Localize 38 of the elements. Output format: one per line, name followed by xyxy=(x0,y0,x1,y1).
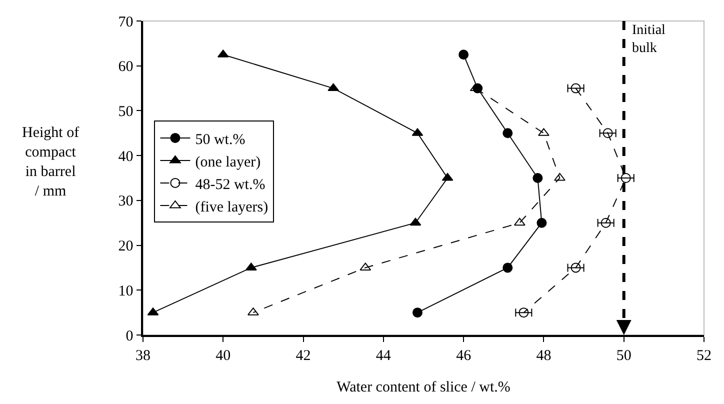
x-tick-label: 46 xyxy=(456,348,472,364)
y-axis-title: Height of compact in barrel / mm xyxy=(22,125,80,200)
x-tick-label: 50 xyxy=(616,348,632,364)
point xyxy=(602,128,613,138)
point xyxy=(502,128,513,138)
legend-label: (one layer) xyxy=(195,154,261,170)
legend-label: 48-52 wt.% xyxy=(195,176,266,193)
y-tick-label: 50 xyxy=(118,104,134,120)
y-tick-label: 20 xyxy=(118,238,134,255)
point xyxy=(532,173,543,183)
point xyxy=(620,173,631,183)
x-axis-title: Water content of slice / wt.% xyxy=(336,379,510,396)
x-tick-label: 48 xyxy=(536,348,552,364)
point xyxy=(412,308,422,318)
point xyxy=(570,262,581,273)
x-tick-label: 44 xyxy=(376,348,392,364)
point xyxy=(536,218,547,228)
point xyxy=(600,218,611,228)
x-tick-label: 40 xyxy=(216,348,231,364)
point xyxy=(458,50,469,60)
y-tick-label: 70 xyxy=(118,14,134,30)
point xyxy=(328,83,340,92)
y-tick-label: 30 xyxy=(118,194,134,210)
ref-line-label: Initial bulk xyxy=(632,23,666,56)
y-tick-label: 40 xyxy=(118,148,134,165)
x-tick-label: 52 xyxy=(696,348,712,364)
point xyxy=(502,262,513,273)
y-tick-label: 0 xyxy=(126,328,134,344)
y-tick-label: 60 xyxy=(118,59,134,76)
y-tick-label: 10 xyxy=(118,283,134,300)
point xyxy=(514,218,526,226)
point xyxy=(410,218,422,226)
point xyxy=(570,83,581,94)
point xyxy=(518,308,529,318)
x-tick-label: 38 xyxy=(136,348,150,364)
x-tick-label: 42 xyxy=(296,348,311,364)
legend-label: 50 wt.% xyxy=(195,132,246,148)
legend-label: (five layers) xyxy=(195,199,268,216)
